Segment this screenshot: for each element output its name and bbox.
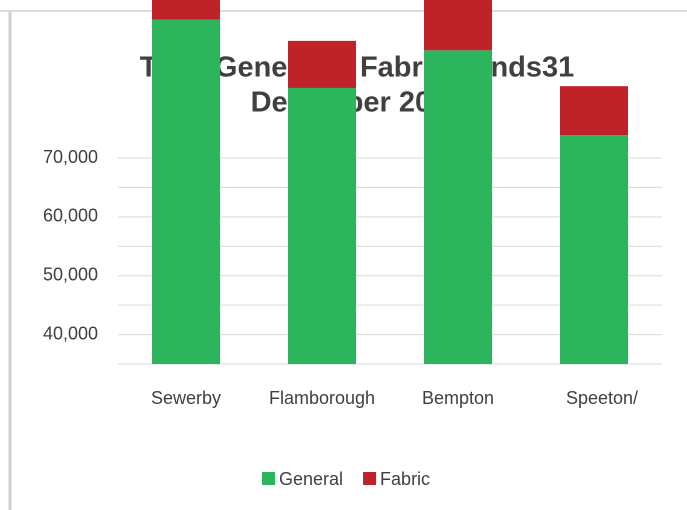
y-tick-label: 40,000	[43, 323, 98, 343]
bar-segment	[288, 40, 356, 88]
legend-swatch	[363, 472, 377, 485]
x-tick-label: Bempton	[422, 388, 494, 408]
bar-segment	[424, 50, 492, 364]
y-tick-label: 50,000	[43, 264, 98, 284]
x-tick-label: Sewerby	[151, 388, 221, 408]
legend-label: General	[279, 469, 343, 489]
x-tick-label: Speeton/	[566, 388, 638, 408]
bar-segment	[560, 135, 628, 364]
y-tick-label: 60,000	[43, 206, 98, 226]
bar-segment	[424, 0, 492, 51]
x-tick-label: Flamborough	[269, 388, 375, 408]
bar-segment	[560, 86, 628, 136]
y-tick-label: 70,000	[43, 147, 98, 167]
bar-segment	[288, 87, 356, 365]
legend-label: Fabric	[380, 469, 430, 489]
legend-swatch	[262, 472, 275, 485]
bar-segment	[152, 0, 220, 20]
bar-segment	[152, 19, 220, 364]
